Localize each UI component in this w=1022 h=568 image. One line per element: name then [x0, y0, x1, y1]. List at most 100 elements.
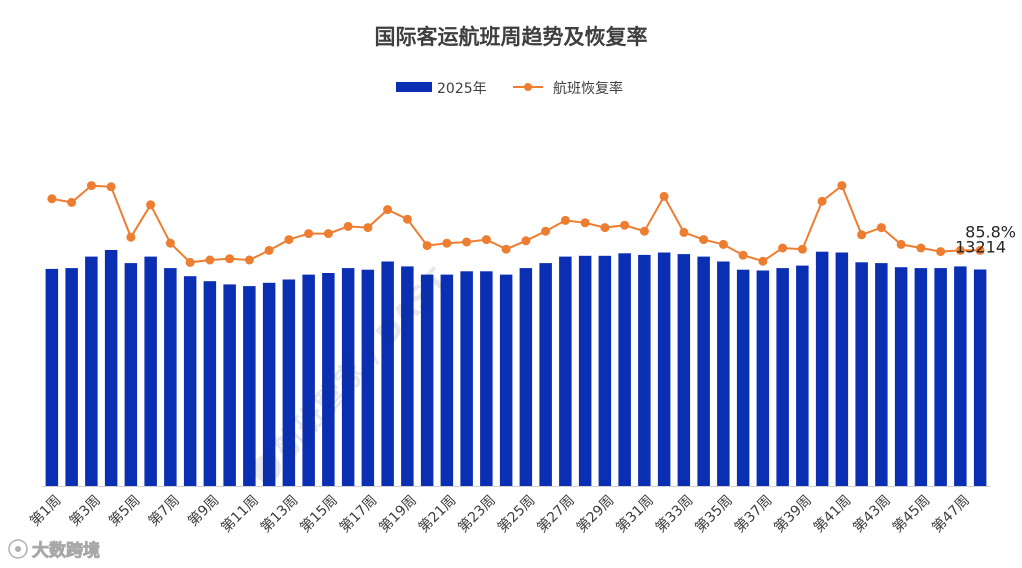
line-point-34 [699, 235, 709, 245]
line-point-32 [659, 191, 669, 201]
x-tick-label: 第11周 [218, 492, 262, 536]
bar-47 [954, 266, 967, 486]
line-point-16 [343, 221, 353, 231]
line-point-3 [86, 181, 96, 191]
bar-15 [322, 273, 335, 486]
line-point-38 [778, 243, 788, 253]
x-tick-label: 第21周 [415, 492, 459, 536]
x-tick-label: 第5周 [105, 492, 143, 530]
x-tick-label: 第43周 [850, 492, 894, 536]
bar-35 [717, 261, 730, 486]
bar-36 [736, 269, 750, 486]
bar-3 [85, 256, 98, 486]
bar-28 [578, 255, 592, 486]
line-point-40 [817, 196, 827, 206]
bar-18 [381, 261, 394, 486]
bar-26 [539, 263, 552, 486]
bar-34 [697, 256, 710, 486]
line-point-36 [738, 250, 748, 260]
bar-43 [875, 263, 888, 486]
line-point-37 [758, 256, 768, 266]
legend-label-bars: 2025年 [437, 81, 487, 97]
line-point-5 [126, 232, 136, 242]
bar-30 [618, 253, 631, 486]
bar-14 [302, 274, 315, 486]
bar-31 [638, 254, 651, 486]
data-labels: 85.8%13214 [955, 222, 1016, 256]
bar-37 [756, 270, 770, 486]
line-point-45 [916, 243, 926, 253]
line-point-20 [422, 241, 432, 251]
x-tick-labels: 第1周 第3周 第5周 第7周 第9周第11周第13周第15周第17周第19周第21周第… [26, 492, 973, 536]
bar-5 [124, 263, 138, 486]
bar-4 [104, 250, 118, 486]
bar-32 [657, 252, 671, 486]
bar-9 [203, 281, 217, 486]
recovery-rate-line [51, 183, 981, 264]
line-point-10 [225, 254, 235, 264]
line-point-39 [797, 244, 807, 254]
line-point-30 [620, 220, 630, 230]
bar-39 [796, 265, 809, 486]
bar-29 [598, 255, 612, 486]
x-tick-label: 第3周 [66, 492, 104, 530]
line-point-9 [205, 255, 215, 265]
line-point-8 [185, 257, 195, 267]
line-point-48 [975, 245, 985, 255]
bar-16 [341, 268, 355, 486]
line-point-22 [462, 237, 472, 247]
line-point-33 [679, 227, 689, 237]
brand-mark: 大数跨境 [8, 539, 100, 561]
bar-10 [223, 284, 236, 486]
x-tick-label: 第29周 [573, 492, 617, 536]
line-point-17 [363, 223, 373, 233]
bar-last-value-label: 13214 [955, 238, 1006, 257]
line-point-26 [541, 226, 551, 236]
x-tick-label: 第7周 [145, 492, 183, 530]
bar-8 [183, 276, 197, 486]
chart-title: 国际客运航班周趋势及恢复率 [375, 25, 648, 49]
legend-swatch-bars [396, 82, 432, 92]
line-series [47, 181, 985, 267]
x-tick-label: 第33周 [652, 492, 696, 536]
line-point-19 [402, 214, 412, 224]
bar-1 [45, 268, 59, 486]
bar-42 [855, 262, 868, 486]
bar-22 [460, 271, 473, 486]
bar-13 [282, 279, 296, 486]
line-point-21 [442, 238, 452, 248]
line-point-14 [304, 229, 314, 239]
line-point-12 [264, 245, 274, 255]
line-point-4 [106, 182, 116, 192]
line-point-25 [521, 236, 531, 246]
line-point-41 [837, 181, 847, 191]
x-tick-label: 第31周 [613, 492, 657, 536]
bar-41 [835, 252, 849, 486]
line-point-42 [857, 230, 867, 240]
bar-11 [243, 286, 256, 486]
x-tick-label: 第15周 [297, 492, 341, 536]
bar-48 [973, 269, 987, 486]
legend: 2025年 航班恢复率 [396, 80, 623, 97]
x-tick-label: 第37周 [731, 492, 775, 536]
watermark-logo-icon [252, 454, 281, 483]
x-tick-label: 第45周 [889, 492, 933, 536]
bar-24 [499, 274, 513, 486]
line-point-28 [580, 218, 590, 228]
brand-text: 大数跨境 [32, 540, 100, 561]
bar-20 [420, 274, 434, 486]
line-point-27 [560, 215, 570, 225]
line-point-13 [284, 235, 294, 245]
line-point-47 [955, 245, 965, 255]
bar-38 [776, 268, 789, 486]
line-point-18 [383, 205, 393, 215]
x-tick-label: 第19周 [376, 492, 420, 536]
bar-44 [894, 267, 908, 486]
line-point-6 [146, 200, 156, 210]
x-tick-label: 第47周 [929, 492, 973, 536]
x-tick-label: 第1周 [26, 492, 64, 530]
bar-21 [440, 274, 454, 486]
bar-17 [361, 269, 375, 486]
line-point-35 [718, 239, 728, 249]
